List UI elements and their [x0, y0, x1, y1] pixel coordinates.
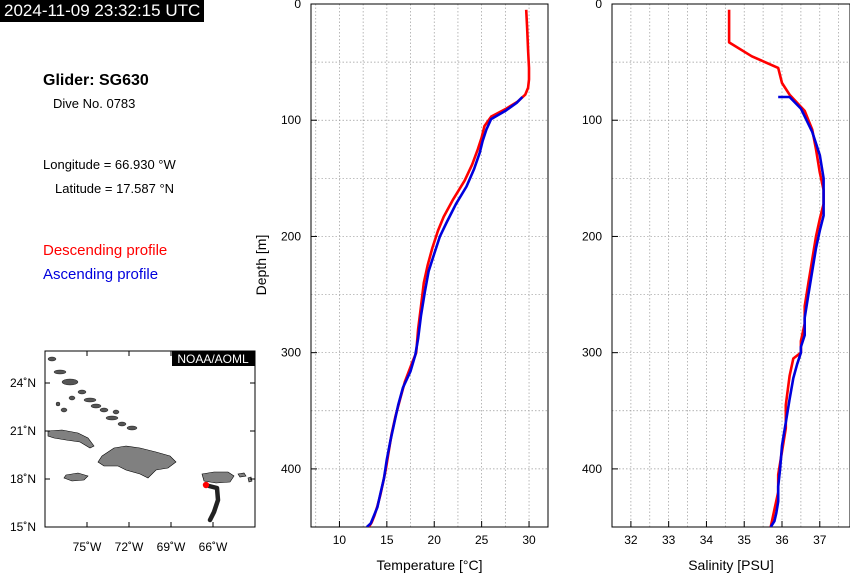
map-lon-label: 66˚W	[199, 540, 228, 554]
map-landmasses	[47, 356, 253, 484]
temp-ytick-label: 400	[281, 462, 301, 476]
small-island-shape	[60, 407, 68, 413]
sal-ytick-label: 400	[582, 462, 602, 476]
sal-xtick-label: 33	[662, 533, 676, 547]
temp-ascending-line	[366, 96, 524, 527]
small-island-shape	[53, 369, 67, 375]
temp-ytick-label: 100	[281, 113, 301, 127]
temp-xtick-label: 20	[428, 533, 442, 547]
temp-x-axis-label: Temperature [°C]	[377, 557, 483, 573]
latitude-readout: Latitude = 17.587 °N	[55, 181, 175, 196]
glider-name: Glider: SG630	[43, 72, 149, 89]
small-island-shape	[105, 415, 119, 421]
glider-position-marker	[202, 481, 210, 489]
glider-track-line	[206, 483, 221, 523]
map-lon-label: 72˚W	[115, 540, 144, 554]
sal-xtick-label: 34	[700, 533, 714, 547]
sal-x-axis-label: Salinity [PSU]	[688, 557, 774, 573]
temp-ytick-label: 0	[294, 0, 301, 11]
map-lat-label: 21˚N	[10, 424, 36, 438]
small-island-shape	[126, 425, 138, 431]
temp-frame	[310, 3, 549, 528]
temp-xtick-label: 15	[380, 533, 394, 547]
sal-ytick-label: 200	[582, 229, 602, 243]
sal-descending-line	[727, 9, 825, 527]
map-lon-label: 69˚W	[157, 540, 186, 554]
sal-ytick-label: 0	[595, 0, 602, 11]
virgin-islands-shape	[237, 472, 247, 478]
sal-xtick-label: 35	[738, 533, 752, 547]
sal-frame	[611, 3, 850, 528]
small-island-shape	[90, 403, 102, 409]
sal-xtick-label: 36	[775, 533, 789, 547]
dive-number: Dive No. 0783	[53, 96, 136, 111]
temp-xtick-label: 30	[522, 533, 536, 547]
legend-descending: Descending profile	[43, 242, 168, 259]
small-island-shape	[55, 401, 61, 407]
sal-ytick-label: 100	[582, 113, 602, 127]
map-lat-label: 15˚N	[10, 520, 36, 534]
map-lon-label: 75˚W	[73, 540, 102, 554]
map-lat-label: 24˚N	[10, 376, 36, 390]
location-map: NOAA/AOML 24˚N 21˚N 18˚N 15˚N 75˚W 72˚W 69˚W 66…	[10, 350, 256, 554]
map-credit: NOAA/AOML	[177, 352, 249, 366]
temp-ytick-label: 200	[281, 229, 301, 243]
legend-ascending: Ascending profile	[43, 266, 159, 283]
small-island-shape	[47, 356, 57, 362]
temp-descending-line	[367, 9, 531, 527]
temp-y-axis-label: Depth [m]	[253, 235, 269, 296]
sal-xtick-label: 37	[813, 533, 827, 547]
map-axis-ticks: 24˚N 21˚N 18˚N 15˚N 75˚W 72˚W 69˚W 66˚W	[10, 351, 255, 554]
sal-ascending-line	[769, 95, 825, 527]
temp-ytick-label: 300	[281, 346, 301, 360]
small-island-shape	[77, 389, 87, 395]
small-island-shape	[61, 378, 79, 386]
temp-xtick-label: 25	[475, 533, 489, 547]
cuba-shape	[47, 429, 95, 449]
longitude-readout: Longitude = 66.930 °W	[43, 157, 176, 172]
small-island-shape	[68, 395, 76, 401]
sal-ytick-label: 300	[582, 346, 602, 360]
timestamp-label: 2024-11-09 23:32:15 UTC	[0, 0, 205, 22]
temp-xtick-label: 10	[333, 533, 347, 547]
hispaniola-shape	[97, 445, 177, 479]
glider-track	[202, 481, 221, 523]
small-island-shape	[117, 421, 127, 427]
puerto-rico-shape	[201, 471, 235, 484]
sal-xtick-label: 32	[624, 533, 638, 547]
small-island-shape	[112, 409, 120, 415]
jamaica-shape	[63, 472, 89, 482]
small-island-shape	[99, 407, 109, 413]
map-credit-box	[172, 351, 255, 366]
small-island-shape	[83, 397, 97, 403]
map-lat-label: 18˚N	[10, 472, 36, 486]
salinity-panel: 32 33 34 35 36 37 0 100 200 300 400 Salinity [PSU]	[582, 0, 850, 573]
